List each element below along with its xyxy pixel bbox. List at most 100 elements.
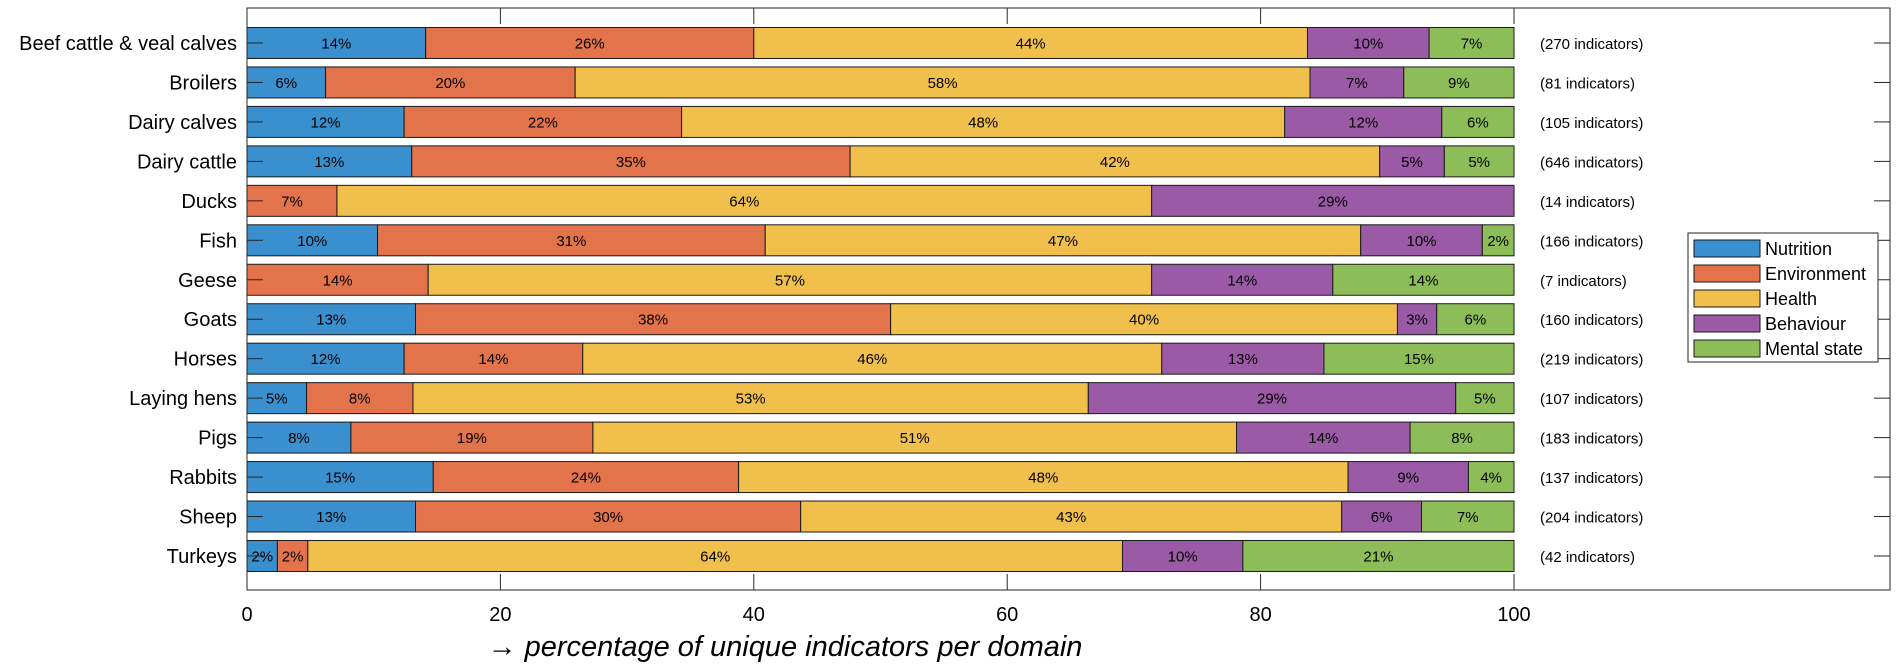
bar-segment-dairy-cattle-mental-state: [1443, 145, 1515, 178]
bar-segment-ducks-health: [336, 184, 1153, 217]
bar-segment-dairy-calves-behaviour: [1284, 105, 1443, 138]
data-label-dairy-cattle-behaviour: 5%: [1401, 154, 1423, 171]
bar-segment-beef-cattle-veal-calves-health: [753, 27, 1308, 59]
data-label-goats-nutrition: 13%: [316, 312, 346, 329]
indicator-count-horses: (219 indicators): [1540, 352, 1643, 369]
x-axis-label: → percentage of unique indicators per do…: [488, 631, 1083, 663]
category-label-dairy-calves: Dairy calves: [128, 112, 237, 134]
bar-segment-pigs-health: [592, 421, 1238, 454]
category-label-broilers: Broilers: [169, 72, 237, 94]
legend-swatch-nutrition: [1693, 239, 1761, 258]
legend-label-health: Health: [1765, 289, 1817, 309]
data-label-laying-hens-environment: 8%: [349, 391, 371, 408]
indicator-count-laying-hens: (107 indicators): [1540, 391, 1643, 408]
bar-segment-turkeys-mental-state: [1242, 539, 1515, 572]
category-label-turkeys: Turkeys: [167, 546, 237, 568]
data-label-horses-mental-state: 15%: [1404, 351, 1434, 368]
legend-label-environment: Environment: [1765, 264, 1866, 284]
data-label-pigs-behaviour: 14%: [1308, 430, 1338, 447]
data-label-turkeys-health: 64%: [700, 548, 730, 565]
bar-segment-goats-environment: [415, 303, 892, 336]
bar-segment-dairy-cattle-environment: [411, 145, 851, 178]
bar-segment-ducks-behaviour: [1151, 184, 1515, 217]
data-label-turkeys-mental-state: 21%: [1363, 548, 1393, 565]
indicator-count-sheep: (204 indicators): [1540, 510, 1643, 527]
bar-segment-geese-mental-state: [1332, 263, 1515, 296]
data-label-laying-hens-nutrition: 5%: [266, 391, 288, 408]
data-label-dairy-cattle-nutrition: 13%: [314, 154, 344, 171]
bar-segment-horses-mental-state: [1323, 342, 1515, 375]
data-label-pigs-mental-state: 8%: [1451, 430, 1473, 447]
category-label-horses: Horses: [174, 349, 237, 371]
data-label-horses-environment: 14%: [478, 351, 508, 368]
category-label-sheep: Sheep: [179, 507, 237, 529]
legend-label-nutrition: Nutrition: [1765, 239, 1832, 259]
bar-segment-geese-environment: [246, 263, 429, 296]
bar-segment-beef-cattle-veal-calves-nutrition: [246, 27, 427, 59]
data-label-broilers-environment: 20%: [435, 75, 465, 92]
bar-segment-beef-cattle-veal-calves-mental-state: [1428, 27, 1515, 59]
indicator-count-goats: (160 indicators): [1540, 312, 1643, 329]
data-label-goats-mental-state: 6%: [1465, 312, 1487, 329]
data-label-geese-health: 57%: [775, 272, 805, 289]
data-label-rabbits-behaviour: 9%: [1397, 470, 1419, 487]
data-label-geese-behaviour: 14%: [1227, 272, 1257, 289]
bar-segment-horses-nutrition: [246, 342, 405, 375]
category-label-dairy-cattle: Dairy cattle: [137, 151, 237, 173]
bar-segment-laying-hens-behaviour: [1087, 382, 1457, 415]
x-tick-label-40: 40: [743, 604, 765, 626]
bar-segment-sheep-behaviour: [1341, 500, 1423, 533]
bar-segment-goats-mental-state: [1436, 303, 1515, 336]
bars-layer: 14% 26% 44% 10% 7% 6% 20% 58% 7% 9% 12% 22% 48% 12% 6%…: [246, 27, 1515, 572]
data-label-broilers-nutrition: 6%: [275, 75, 297, 92]
data-label-geese-environment: 14%: [323, 272, 353, 289]
bar-segment-dairy-calves-health: [681, 105, 1286, 138]
bar-segment-sheep-mental-state: [1421, 500, 1515, 533]
x-tick-label-60: 60: [996, 604, 1018, 626]
bar-segment-rabbits-health: [738, 461, 1349, 494]
bar-segment-fish-mental-state: [1481, 224, 1515, 257]
data-label-sheep-mental-state: 7%: [1457, 509, 1479, 526]
indicator-count-beef-cattle-veal-calves: (270 indicators): [1540, 36, 1643, 53]
plot-area-frame: [246, 7, 1891, 591]
category-label-laying-hens: Laying hens: [129, 388, 237, 410]
category-label-ducks: Ducks: [181, 191, 237, 213]
legend-swatch-behaviour: [1693, 314, 1761, 333]
indicator-count-dairy-cattle: (646 indicators): [1540, 154, 1643, 171]
bar-segment-rabbits-mental-state: [1467, 461, 1515, 494]
bar-segment-turkeys-environment: [276, 539, 309, 572]
data-label-dairy-calves-nutrition: 12%: [311, 114, 341, 131]
data-label-laying-hens-behaviour: 29%: [1257, 391, 1287, 408]
indicator-count-dairy-calves: (105 indicators): [1540, 115, 1643, 132]
data-label-fish-environment: 31%: [556, 233, 586, 250]
data-label-fish-nutrition: 10%: [297, 233, 327, 250]
data-label-dairy-cattle-environment: 35%: [616, 154, 646, 171]
data-label-beef-cattle-veal-calves-health: 44%: [1016, 36, 1046, 53]
bar-segment-rabbits-environment: [432, 461, 740, 494]
data-label-dairy-calves-environment: 22%: [528, 114, 558, 131]
bar-segment-dairy-cattle-health: [849, 145, 1381, 178]
bar-segment-fish-environment: [377, 224, 766, 257]
indicator-count-broilers: (81 indicators): [1540, 75, 1635, 92]
bar-segment-pigs-behaviour: [1236, 421, 1411, 454]
category-label-goats: Goats: [184, 309, 237, 331]
legend-swatch-mental-state: [1693, 339, 1761, 358]
bar-segment-geese-behaviour: [1151, 263, 1334, 296]
bar-segment-horses-health: [582, 342, 1163, 375]
data-label-rabbits-environment: 24%: [571, 470, 601, 487]
legend-swatch-environment: [1693, 264, 1761, 283]
data-label-horses-behaviour: 13%: [1228, 351, 1258, 368]
data-label-sheep-behaviour: 6%: [1371, 509, 1393, 526]
data-label-goats-behaviour: 3%: [1406, 312, 1428, 329]
data-label-beef-cattle-veal-calves-nutrition: 14%: [321, 36, 351, 53]
x-tick-label-80: 80: [1249, 604, 1271, 626]
data-label-rabbits-nutrition: 15%: [325, 470, 355, 487]
bar-segment-pigs-environment: [350, 421, 594, 454]
data-label-laying-hens-health: 53%: [736, 391, 766, 408]
bar-segment-laying-hens-health: [412, 382, 1089, 415]
data-label-horses-nutrition: 12%: [311, 351, 341, 368]
data-label-sheep-environment: 30%: [593, 509, 623, 526]
data-label-turkeys-behaviour: 10%: [1168, 548, 1198, 565]
bar-segment-broilers-health: [574, 66, 1311, 99]
